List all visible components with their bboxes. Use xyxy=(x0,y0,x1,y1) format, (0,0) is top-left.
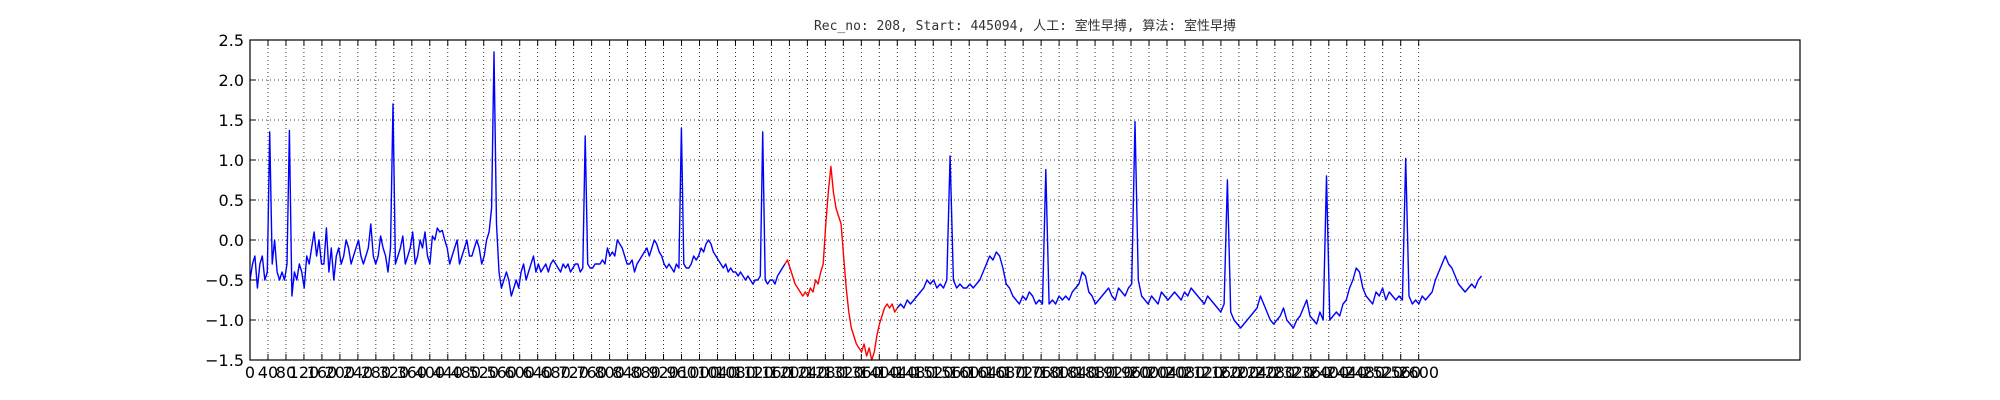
tick-marks xyxy=(249,39,1800,361)
plot-background xyxy=(250,40,1800,360)
x-tick-label: 1760 xyxy=(1021,363,1062,382)
x-tick-label: 1280 xyxy=(805,363,846,382)
x-tick-label: 680 xyxy=(540,363,571,382)
x-tick-label: 1200 xyxy=(769,363,810,382)
x-tick-label: 880 xyxy=(630,363,661,382)
x-tick-label: 0 xyxy=(245,363,255,382)
x-tick-label: 2000 xyxy=(1129,363,1170,382)
x-tick-label: 2360 xyxy=(1290,363,1331,382)
x-tick-label: 1560 xyxy=(931,363,972,382)
y-tick-label: −1.0 xyxy=(205,311,244,330)
x-tick-label: 1040 xyxy=(697,363,738,382)
x-tick-label: 240 xyxy=(343,363,374,382)
ecg-series-1 xyxy=(249,51,786,297)
x-tick-labels: 0 408012016020024028032036040044048052056… xyxy=(245,363,1439,382)
x-tick-label: 2240 xyxy=(1237,363,1278,382)
x-tick-label: 1920 xyxy=(1093,363,1134,382)
x-tick-label: 2200 xyxy=(1219,363,1260,382)
x-tick-label: 1680 xyxy=(985,363,1026,382)
chart-title: Rec_no: 208, Start: 445094, 人工: 室性早搏, 算法… xyxy=(814,18,1236,34)
x-tick-label: 640 xyxy=(522,363,553,382)
x-tick-label: 2120 xyxy=(1183,363,1224,382)
x-tick-label: 1000 xyxy=(679,363,720,382)
x-tick-label: 1880 xyxy=(1075,363,1116,382)
y-tick-label: −0.5 xyxy=(205,271,244,290)
x-tick-label: 1640 xyxy=(967,363,1008,382)
y-tick-label: −1.5 xyxy=(205,351,244,370)
x-tick-label: 40 xyxy=(258,363,278,382)
x-tick-label: 2560 xyxy=(1380,363,1421,382)
x-tick-label: 1160 xyxy=(751,363,792,382)
ecg-series-2 xyxy=(784,165,898,361)
x-tick-label: 2400 xyxy=(1308,363,1349,382)
x-tick-label: 320 xyxy=(379,363,410,382)
y-tick-label: 0.5 xyxy=(219,191,244,210)
x-tick-label: 80 xyxy=(276,363,296,382)
x-tick-label: 1840 xyxy=(1057,363,1098,382)
grid xyxy=(249,39,1800,361)
x-tick-label: 400 xyxy=(415,363,446,382)
x-tick-label: 2440 xyxy=(1326,363,1367,382)
x-tick-label: 1080 xyxy=(715,363,756,382)
x-tick-label: 560 xyxy=(486,363,517,382)
x-tick-label: 1240 xyxy=(787,363,828,382)
x-tick-label: 1520 xyxy=(913,363,954,382)
x-tick-label: 840 xyxy=(612,363,643,382)
x-tick-label: 760 xyxy=(576,363,607,382)
x-tick-label: 960 xyxy=(666,363,697,382)
x-tick-label: 2520 xyxy=(1362,363,1403,382)
x-tick-label: 200 xyxy=(325,363,356,382)
x-tick-label: 2600 xyxy=(1398,363,1439,382)
y-tick-label: 0.0 xyxy=(219,231,244,250)
x-tick-label: 1440 xyxy=(877,363,918,382)
x-tick-label: 480 xyxy=(450,363,481,382)
y-tick-labels: 2.5 2.0 1.5 1.0 0.5 0.0 −0.5 −1.0 −1.5 xyxy=(205,31,244,370)
x-tick-label: 2160 xyxy=(1201,363,1242,382)
x-tick-label: 1720 xyxy=(1003,363,1044,382)
x-tick-label: 1360 xyxy=(841,363,882,382)
x-tick-label: 1600 xyxy=(949,363,990,382)
x-tick-label: 600 xyxy=(504,363,535,382)
x-tick-label: 1400 xyxy=(859,363,900,382)
x-tick-label: 1800 xyxy=(1039,363,1080,382)
ecg-series-3 xyxy=(896,120,1483,329)
x-tick-label: 160 xyxy=(307,363,338,382)
x-tick-label: 1480 xyxy=(895,363,936,382)
x-tick-label: 2080 xyxy=(1165,363,1206,382)
x-tick-label: 1120 xyxy=(733,363,774,382)
x-tick-label: 2280 xyxy=(1255,363,1296,382)
x-tick-label: 440 xyxy=(433,363,464,382)
series-layer xyxy=(249,51,1483,361)
y-tick-label: 2.0 xyxy=(219,71,244,90)
x-tick-label: 2480 xyxy=(1344,363,1385,382)
x-tick-label: 1320 xyxy=(823,363,864,382)
x-tick-label: 360 xyxy=(397,363,428,382)
y-tick-label: 1.5 xyxy=(219,111,244,130)
x-tick-label: 2320 xyxy=(1272,363,1313,382)
x-tick-label: 280 xyxy=(361,363,392,382)
x-tick-label: 520 xyxy=(468,363,499,382)
x-tick-label: 800 xyxy=(594,363,625,382)
x-tick-label: 120 xyxy=(289,363,320,382)
x-tick-label: 920 xyxy=(648,363,679,382)
y-tick-label: 2.5 xyxy=(219,31,244,50)
x-tick-label: 2040 xyxy=(1147,363,1188,382)
y-tick-label: 1.0 xyxy=(219,151,244,170)
x-tick-label: 720 xyxy=(558,363,589,382)
x-tick-label: 1960 xyxy=(1111,363,1152,382)
